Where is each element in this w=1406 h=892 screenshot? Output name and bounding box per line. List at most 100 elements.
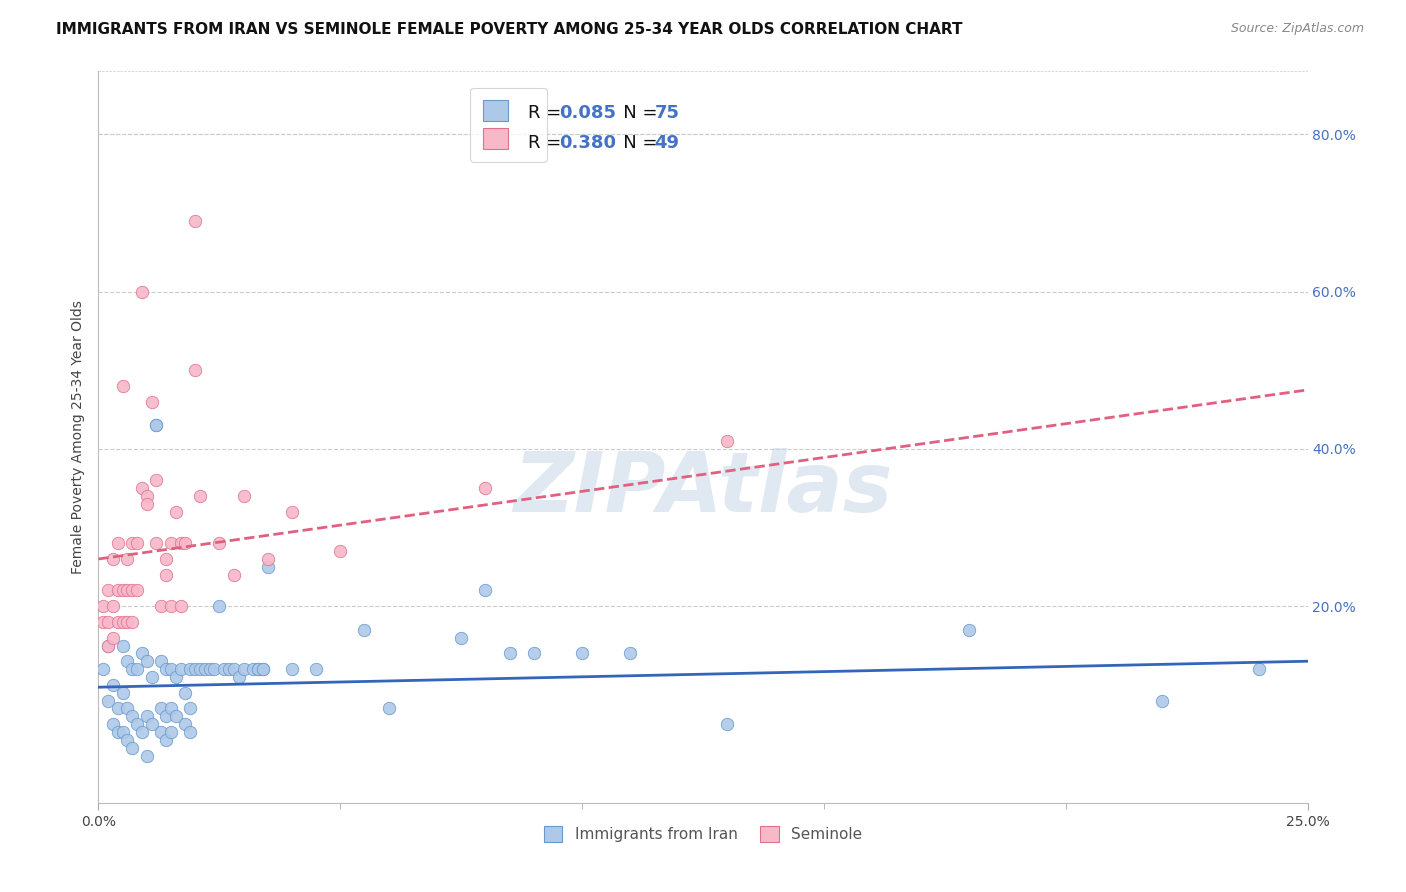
Point — [198, 662, 221, 676]
Point — [155, 662, 177, 676]
Point — [1152, 693, 1174, 707]
Point — [121, 740, 143, 755]
Point — [377, 701, 399, 715]
Point — [208, 599, 231, 614]
Point — [329, 544, 352, 558]
Point — [1249, 662, 1271, 676]
Point — [141, 717, 163, 731]
Point — [571, 646, 593, 660]
Point — [107, 701, 129, 715]
Point — [523, 646, 546, 660]
Point — [242, 662, 264, 676]
Legend: Immigrants from Iran, Seminole: Immigrants from Iran, Seminole — [536, 819, 870, 850]
Text: 75: 75 — [655, 104, 679, 122]
Point — [121, 615, 143, 629]
Point — [169, 662, 191, 676]
Point — [212, 662, 235, 676]
Point — [135, 709, 157, 723]
Point — [184, 363, 207, 377]
Point — [150, 654, 173, 668]
Point — [222, 662, 245, 676]
Point — [232, 662, 254, 676]
Point — [131, 481, 153, 495]
Point — [127, 536, 149, 550]
Point — [117, 583, 139, 598]
Text: R =: R = — [527, 104, 567, 122]
Point — [232, 489, 254, 503]
Y-axis label: Female Poverty Among 25-34 Year Olds: Female Poverty Among 25-34 Year Olds — [70, 300, 84, 574]
Point — [474, 583, 496, 598]
Point — [169, 599, 191, 614]
Point — [97, 583, 120, 598]
Point — [101, 717, 124, 731]
Point — [155, 709, 177, 723]
Point — [131, 646, 153, 660]
Point — [281, 505, 304, 519]
Point — [165, 505, 187, 519]
Point — [97, 639, 120, 653]
Point — [247, 662, 270, 676]
Point — [188, 662, 211, 676]
Point — [160, 662, 183, 676]
Point — [111, 686, 134, 700]
Point — [145, 473, 167, 487]
Point — [135, 497, 157, 511]
Point — [174, 686, 197, 700]
Point — [957, 623, 980, 637]
Text: R =: R = — [527, 134, 567, 152]
Point — [256, 559, 278, 574]
Point — [474, 481, 496, 495]
Point — [150, 725, 173, 739]
Point — [111, 379, 134, 393]
Point — [101, 599, 124, 614]
Point — [135, 489, 157, 503]
Point — [150, 599, 173, 614]
Point — [97, 693, 120, 707]
Point — [141, 394, 163, 409]
Point — [252, 662, 274, 676]
Point — [117, 701, 139, 715]
Point — [184, 662, 207, 676]
Point — [179, 725, 201, 739]
Text: 49: 49 — [655, 134, 679, 152]
Text: Source: ZipAtlas.com: Source: ZipAtlas.com — [1230, 22, 1364, 36]
Point — [107, 583, 129, 598]
Point — [121, 536, 143, 550]
Point — [101, 631, 124, 645]
Text: N =: N = — [606, 134, 664, 152]
Point — [141, 670, 163, 684]
Point — [135, 654, 157, 668]
Point — [111, 725, 134, 739]
Point — [131, 285, 153, 299]
Point — [107, 725, 129, 739]
Point — [218, 662, 240, 676]
Point — [160, 725, 183, 739]
Point — [111, 583, 134, 598]
Point — [91, 599, 114, 614]
Point — [117, 654, 139, 668]
Point — [121, 583, 143, 598]
Point — [247, 662, 270, 676]
Point — [117, 552, 139, 566]
Point — [160, 701, 183, 715]
Point — [127, 717, 149, 731]
Point — [194, 662, 217, 676]
Point — [256, 552, 278, 566]
Point — [252, 662, 274, 676]
Point — [208, 536, 231, 550]
Point — [179, 701, 201, 715]
Point — [135, 748, 157, 763]
Point — [117, 615, 139, 629]
Point — [121, 662, 143, 676]
Point — [121, 709, 143, 723]
Point — [91, 662, 114, 676]
Point — [107, 536, 129, 550]
Point — [305, 662, 328, 676]
Text: 0.380: 0.380 — [560, 134, 616, 152]
Point — [169, 536, 191, 550]
Point — [155, 732, 177, 747]
Point — [222, 567, 245, 582]
Point — [450, 631, 472, 645]
Point — [174, 717, 197, 731]
Point — [716, 717, 738, 731]
